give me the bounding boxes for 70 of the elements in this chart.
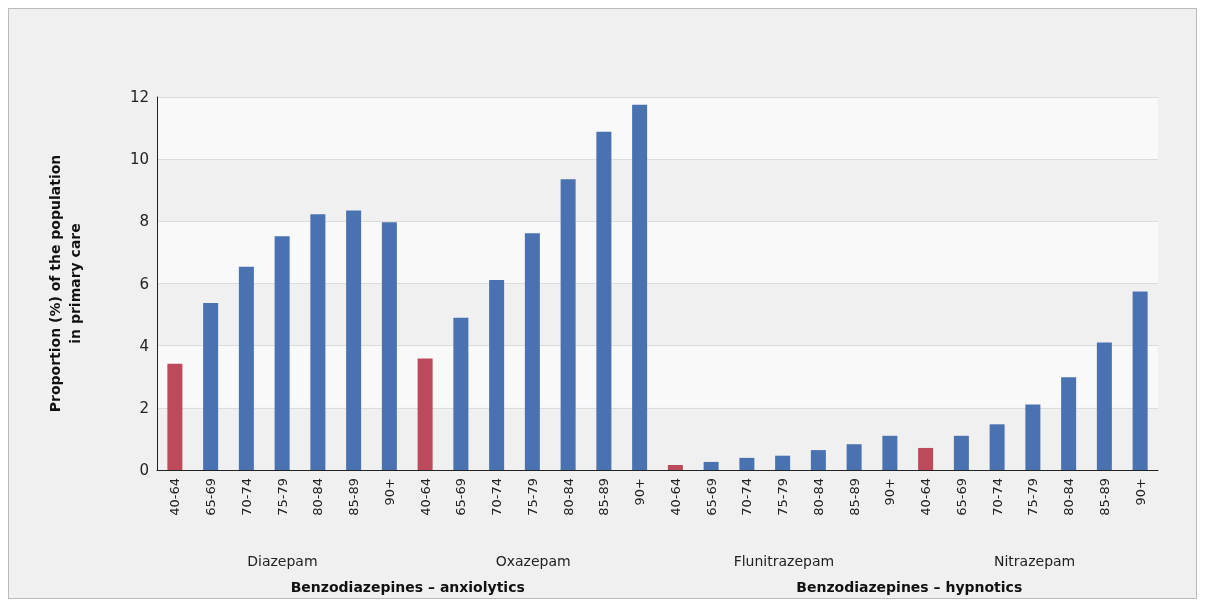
y-axis-title: Proportion (%) of the population in primary care — [47, 154, 83, 413]
x-tick-label: 80-84 — [810, 478, 826, 516]
bar — [524, 233, 540, 470]
x-tick-label: 90+ — [632, 478, 648, 506]
x-tick-label: 80-84 — [310, 478, 326, 516]
bar — [1061, 377, 1077, 470]
x-tick-label: 80-84 — [560, 478, 576, 516]
y-tick-label: 2 — [139, 398, 149, 417]
x-tick-label: 70-74 — [739, 478, 755, 516]
bar — [310, 214, 326, 470]
y-tick-label: 4 — [139, 336, 149, 355]
bar — [632, 104, 648, 470]
bar — [703, 461, 719, 470]
x-tick-label: 85-89 — [1096, 478, 1112, 516]
bar — [596, 131, 612, 470]
bar — [739, 457, 755, 470]
x-tick-label: 75-79 — [775, 478, 791, 516]
bar — [381, 222, 397, 470]
bar — [918, 447, 934, 470]
y-tick-label: 0 — [139, 461, 149, 479]
x-tick-label: 70-74 — [489, 478, 505, 516]
bar — [489, 280, 505, 470]
x-tick-label: 85-89 — [596, 478, 612, 516]
x-tick-label: 85-89 — [346, 478, 362, 516]
bar — [989, 424, 1005, 470]
bar — [417, 358, 433, 470]
bar — [775, 455, 791, 470]
bar — [1132, 291, 1148, 470]
x-tick-label: 40-64 — [667, 478, 683, 516]
y-tick-label: 8 — [139, 212, 149, 231]
x-tick-label: 65-69 — [703, 478, 719, 516]
bar — [882, 435, 898, 470]
bar — [203, 303, 219, 470]
x-tick-label: 75-79 — [1025, 478, 1041, 516]
x-tick-label: 90+ — [1132, 478, 1148, 506]
bar — [846, 444, 862, 470]
bar — [1096, 342, 1112, 470]
text: Benzodiazepines – hypnotics — [796, 579, 1023, 595]
x-tick-label: 40-64 — [417, 478, 433, 516]
y-tick-label: 12 — [129, 88, 149, 106]
bar — [810, 450, 826, 470]
x-tick-label: 90+ — [381, 478, 397, 506]
bar — [167, 363, 183, 470]
x-tick-label: 65-69 — [953, 478, 969, 516]
x-tick-label: 80-84 — [1061, 478, 1077, 516]
text: Oxazepam — [495, 553, 571, 569]
y-tick-label: 10 — [129, 150, 149, 169]
x-tick-label: 70-74 — [989, 478, 1005, 516]
y-tick-label: 6 — [139, 274, 149, 293]
bar — [667, 465, 683, 470]
bar — [953, 435, 969, 470]
bar — [238, 266, 254, 470]
text: Benzodiazepines – anxiolytics — [290, 579, 525, 595]
bar — [453, 317, 469, 470]
x-tick-label: 40-64 — [918, 478, 934, 516]
x-tick-label: 90+ — [882, 478, 898, 506]
bar — [1025, 404, 1041, 470]
x-tick-label: 75-79 — [524, 478, 540, 516]
x-tick-label: 65-69 — [453, 478, 469, 516]
x-tick-label: 85-89 — [846, 478, 862, 516]
bar — [346, 210, 362, 470]
bar — [274, 236, 290, 470]
x-tick-label: 75-79 — [274, 478, 290, 516]
x-tick-label: 40-64 — [167, 478, 183, 516]
text: Nitrazepam — [993, 553, 1076, 569]
x-tick-label: 70-74 — [238, 478, 254, 516]
x-tick-label: 65-69 — [203, 478, 219, 516]
bar — [560, 179, 576, 470]
text: Diazepam — [247, 553, 318, 569]
text: Flunitrazepam — [733, 553, 835, 569]
